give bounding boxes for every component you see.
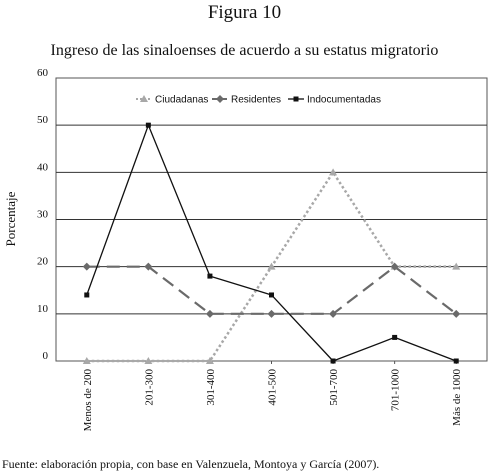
data-point-residentes: [82, 262, 91, 271]
y-tick-label: 40: [37, 161, 49, 173]
x-axis-ticks: Menos de 200 201-300 301-400 401-500 501-700…: [82, 361, 463, 431]
data-point-indocumentadas: [269, 292, 274, 298]
y-tick-label: 30: [37, 209, 49, 221]
data-point-indocumentadas: [207, 273, 213, 279]
chart-title: Ingreso de las sinaloenses de acuerdo a …: [50, 42, 439, 59]
legend-label-residentes: Residentes: [231, 95, 281, 106]
data-point-residentes: [390, 262, 399, 271]
x-tick-label: Menos de 200: [82, 369, 94, 432]
legend-label-indocumentadas: Indocumentadas: [307, 95, 381, 106]
x-tick-label: 701-1000: [390, 369, 402, 412]
data-point-residentes: [452, 309, 461, 318]
y-tick-label: 60: [37, 67, 49, 79]
data-point-residentes: [144, 262, 153, 271]
y-tick-label: 50: [37, 114, 49, 126]
legend: Ciudadanas Residentes Indocumentadas: [136, 95, 381, 106]
legend-marker-indocumentadas: [293, 96, 299, 102]
y-axis-ticks: 0 10 20 30 40 50 60: [37, 67, 49, 362]
x-tick-label: 201-300: [143, 369, 155, 406]
line-chart: 0 10 20 30 40 50 60 Menos de 200 201-300 301-400…: [3, 67, 488, 431]
x-tick-label: 401-500: [267, 369, 279, 406]
data-point-residentes: [329, 309, 338, 318]
data-point-residentes: [267, 309, 276, 318]
x-tick-label: 301-400: [205, 369, 217, 406]
data-point-ciudadanas: [205, 357, 214, 364]
figure-label: Figura 10: [207, 2, 282, 23]
y-axis-label: Porcentaje: [3, 191, 18, 246]
x-tick-label: Más de 1000: [451, 369, 463, 426]
data-point-indocumentadas: [145, 122, 151, 128]
series-indocumentadas: [84, 122, 459, 364]
series-residentes: [82, 262, 461, 318]
legend-marker-residentes: [216, 95, 224, 103]
data-point-ciudadanas: [267, 262, 276, 270]
y-tick-label: 20: [37, 256, 49, 268]
x-tick-label: 501-700: [328, 369, 340, 406]
data-point-indocumentadas: [453, 358, 459, 364]
legend-label-ciudadanas: Ciudadanas: [155, 95, 208, 106]
data-point-ciudadanas: [144, 357, 153, 364]
data-point-ciudadanas: [82, 357, 91, 364]
data-point-ciudadanas: [452, 262, 461, 270]
data-point-ciudadanas: [329, 168, 338, 176]
data-point-indocumentadas: [392, 334, 398, 340]
source-note: Fuente: elaboración propia, con base en …: [2, 457, 380, 471]
y-tick-label: 0: [43, 350, 49, 362]
series-layer: [82, 122, 461, 364]
data-point-residentes: [205, 309, 214, 318]
data-point-indocumentadas: [84, 292, 90, 298]
legend-marker-ciudadanas: [140, 95, 148, 102]
y-tick-label: 10: [37, 303, 49, 315]
data-point-indocumentadas: [330, 358, 336, 364]
